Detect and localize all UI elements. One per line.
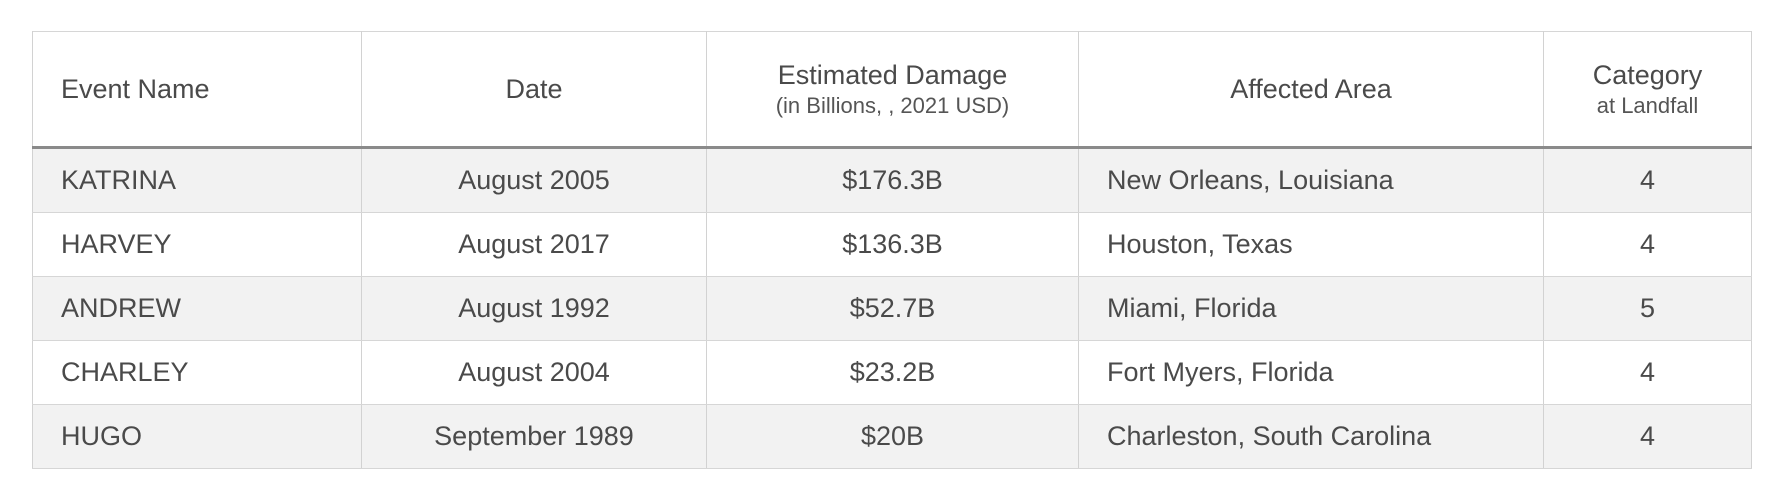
cell-area: Miami, Florida bbox=[1078, 276, 1544, 341]
header-date-label: Date bbox=[505, 73, 563, 104]
cell-category: 5 bbox=[1543, 276, 1752, 341]
table-header-row: Event Name Date Estimated Damage (in Bil… bbox=[32, 31, 1752, 149]
cell-event-name: CHARLEY bbox=[32, 340, 362, 405]
header-area-label: Affected Area bbox=[1230, 73, 1392, 104]
cell-event-name: HARVEY bbox=[32, 212, 362, 277]
cell-category: 4 bbox=[1543, 212, 1752, 277]
table-row: CHARLEY August 2004 $23.2B Fort Myers, F… bbox=[32, 340, 1752, 405]
cell-date: August 2004 bbox=[361, 340, 707, 405]
cell-area: Charleston, South Carolina bbox=[1078, 404, 1544, 469]
cell-area: New Orleans, Louisiana bbox=[1078, 147, 1544, 213]
hurricane-damage-table: Event Name Date Estimated Damage (in Bil… bbox=[32, 31, 1752, 469]
header-estimated-damage: Estimated Damage (in Billions, , 2021 US… bbox=[706, 31, 1079, 149]
header-category-label: Category bbox=[1592, 59, 1703, 90]
cell-category: 4 bbox=[1543, 340, 1752, 405]
header-damage-sublabel: (in Billions, , 2021 USD) bbox=[775, 93, 1010, 118]
header-category: Category at Landfall bbox=[1543, 31, 1752, 149]
cell-event-name: ANDREW bbox=[32, 276, 362, 341]
header-damage-label: Estimated Damage bbox=[777, 59, 1008, 90]
hurricane-table-container: Event Name Date Estimated Damage (in Bil… bbox=[32, 31, 1752, 469]
table-row: ANDREW August 1992 $52.7B Miami, Florida… bbox=[32, 276, 1752, 341]
cell-damage: $23.2B bbox=[706, 340, 1079, 405]
header-event-name-label: Event Name bbox=[61, 73, 210, 104]
cell-event-name: KATRINA bbox=[32, 147, 362, 213]
cell-area: Fort Myers, Florida bbox=[1078, 340, 1544, 405]
cell-damage: $136.3B bbox=[706, 212, 1079, 277]
header-event-name: Event Name bbox=[32, 31, 362, 149]
header-date: Date bbox=[361, 31, 707, 149]
header-affected-area: Affected Area bbox=[1078, 31, 1544, 149]
table-row: HUGO September 1989 $20B Charleston, Sou… bbox=[32, 404, 1752, 469]
table-row: HARVEY August 2017 $136.3B Houston, Texa… bbox=[32, 212, 1752, 277]
cell-category: 4 bbox=[1543, 404, 1752, 469]
cell-damage: $52.7B bbox=[706, 276, 1079, 341]
cell-category: 4 bbox=[1543, 147, 1752, 213]
cell-area: Houston, Texas bbox=[1078, 212, 1544, 277]
cell-date: August 1992 bbox=[361, 276, 707, 341]
header-category-sublabel: at Landfall bbox=[1596, 93, 1699, 118]
cell-date: September 1989 bbox=[361, 404, 707, 469]
cell-date: August 2017 bbox=[361, 212, 707, 277]
cell-damage: $20B bbox=[706, 404, 1079, 469]
cell-damage: $176.3B bbox=[706, 147, 1079, 213]
cell-date: August 2005 bbox=[361, 147, 707, 213]
table-row: KATRINA August 2005 $176.3B New Orleans,… bbox=[32, 147, 1752, 213]
cell-event-name: HUGO bbox=[32, 404, 362, 469]
